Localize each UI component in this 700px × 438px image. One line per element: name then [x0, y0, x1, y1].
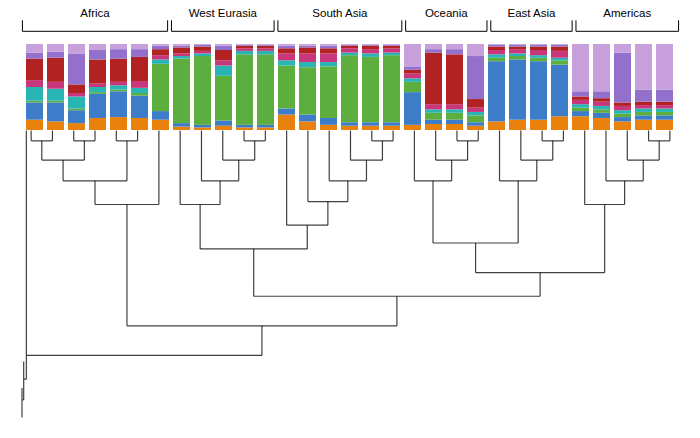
svg-text:South Asia: South Asia [312, 7, 368, 19]
svg-text:Americas: Americas [603, 7, 651, 19]
svg-text:Africa: Africa [80, 7, 110, 19]
svg-text:East Asia: East Asia [507, 7, 556, 19]
svg-text:Oceania: Oceania [425, 7, 468, 19]
svg-text:West Eurasia: West Eurasia [189, 7, 258, 19]
